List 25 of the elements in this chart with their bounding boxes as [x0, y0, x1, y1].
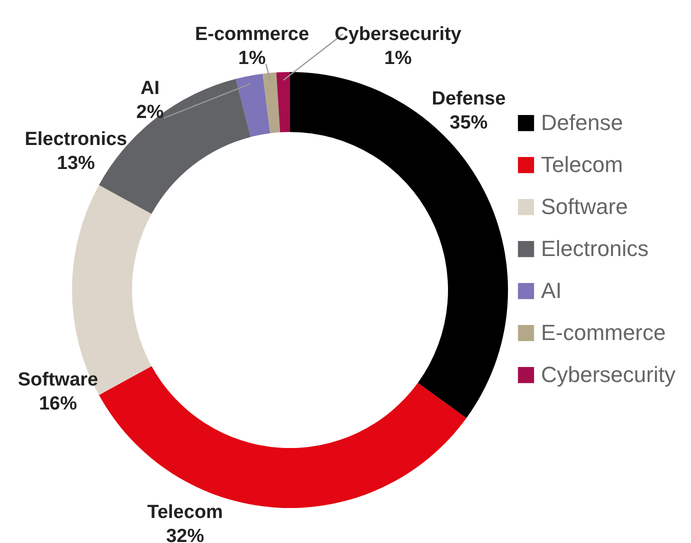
donut-slice	[236, 74, 270, 137]
legend-label: E-commerce	[541, 320, 666, 345]
data-label: 35%	[450, 112, 488, 134]
donut-slice	[290, 72, 508, 418]
donut-slice	[276, 72, 290, 132]
data-label: 16%	[38, 394, 78, 415]
legend-label: Cybersecurity	[541, 362, 676, 387]
slice-label: Telecom	[147, 502, 223, 523]
data-label: 1%	[384, 48, 412, 69]
legend-label: Software	[541, 194, 628, 219]
slice-label: Defense	[432, 88, 506, 110]
slice-label: Software	[18, 370, 98, 391]
slice-label: E-commerce	[194, 24, 310, 45]
data-label: 13%	[56, 152, 96, 174]
data-label: 1%	[238, 48, 266, 69]
donut-slice	[262, 72, 280, 134]
legend-label: AI	[541, 278, 562, 303]
data-label: 2%	[136, 102, 164, 123]
legend-label: Telecom	[541, 152, 623, 177]
slice-label: Cybersecurity	[334, 24, 462, 45]
slice-label: Electronics	[24, 128, 128, 150]
slice-label: AI	[140, 78, 160, 99]
data-label: 32%	[166, 526, 204, 543]
legend-label: Defense	[541, 110, 623, 135]
legend-label: Electronics	[541, 236, 649, 261]
